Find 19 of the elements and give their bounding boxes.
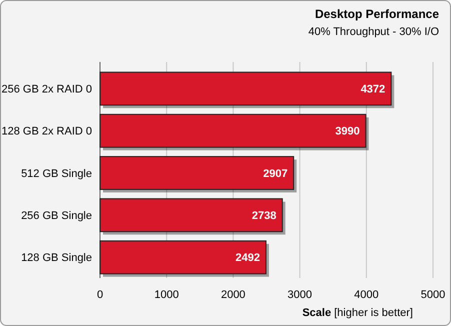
y-tick-label: 256 GB Single — [21, 210, 92, 222]
x-tick-label: 0 — [96, 289, 104, 301]
x-axis-title: Scale [higher is better] — [302, 307, 413, 319]
data-label: 2738 — [252, 210, 276, 222]
data-label: 2907 — [263, 168, 288, 180]
data-label: 4372 — [360, 84, 386, 96]
data-label: 2492 — [235, 252, 260, 264]
x-tick-label: 3000 — [288, 289, 312, 301]
x-tick-label: 5000 — [420, 289, 446, 301]
y-tick-label: 256 GB 2x RAID 0 — [2, 84, 92, 96]
x-tick-label: 2000 — [220, 289, 246, 301]
y-tick-label: 128 GB 2x RAID 0 — [2, 126, 92, 138]
y-tick-label: 128 GB Single — [21, 252, 92, 264]
chart-title: Desktop Performance — [314, 7, 440, 21]
chart-subtitle: 40% Throughput - 30% I/O — [308, 26, 440, 38]
data-label: 3990 — [335, 126, 360, 138]
x-tick-label: 1000 — [154, 289, 179, 301]
x-tick-label: 4000 — [354, 289, 379, 301]
y-tick-label: 512 GB Single — [21, 168, 92, 180]
